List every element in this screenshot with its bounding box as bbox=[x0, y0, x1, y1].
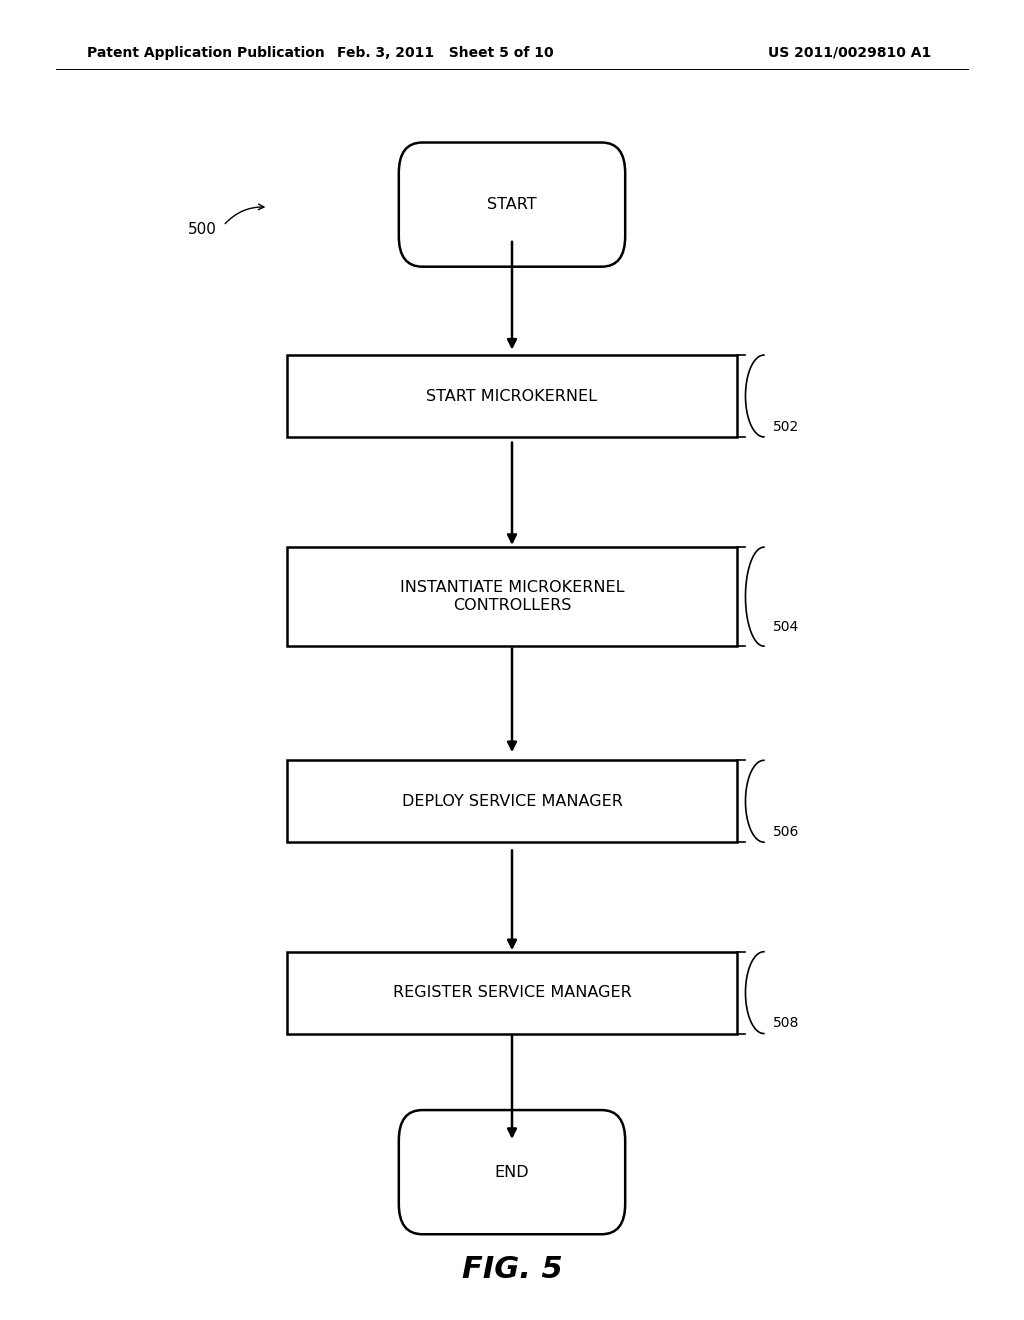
Text: Patent Application Publication: Patent Application Publication bbox=[87, 46, 325, 59]
Text: US 2011/0029810 A1: US 2011/0029810 A1 bbox=[768, 46, 932, 59]
FancyBboxPatch shape bbox=[398, 143, 626, 267]
Text: 500: 500 bbox=[187, 222, 216, 238]
FancyBboxPatch shape bbox=[398, 1110, 626, 1234]
Bar bbox=[287, 760, 737, 842]
Text: REGISTER SERVICE MANAGER: REGISTER SERVICE MANAGER bbox=[392, 985, 632, 1001]
Text: START: START bbox=[487, 197, 537, 213]
Bar bbox=[287, 952, 737, 1034]
Text: 504: 504 bbox=[773, 620, 800, 635]
Text: DEPLOY SERVICE MANAGER: DEPLOY SERVICE MANAGER bbox=[401, 793, 623, 809]
Bar bbox=[287, 355, 737, 437]
Text: FIG. 5: FIG. 5 bbox=[462, 1255, 562, 1284]
Text: 506: 506 bbox=[773, 825, 800, 840]
Text: START MICROKERNEL: START MICROKERNEL bbox=[427, 388, 597, 404]
Text: 508: 508 bbox=[773, 1016, 800, 1031]
Text: END: END bbox=[495, 1164, 529, 1180]
Text: INSTANTIATE MICROKERNEL
CONTROLLERS: INSTANTIATE MICROKERNEL CONTROLLERS bbox=[399, 581, 625, 612]
Bar bbox=[287, 546, 737, 645]
Text: 502: 502 bbox=[773, 420, 800, 434]
Text: Feb. 3, 2011   Sheet 5 of 10: Feb. 3, 2011 Sheet 5 of 10 bbox=[337, 46, 554, 59]
